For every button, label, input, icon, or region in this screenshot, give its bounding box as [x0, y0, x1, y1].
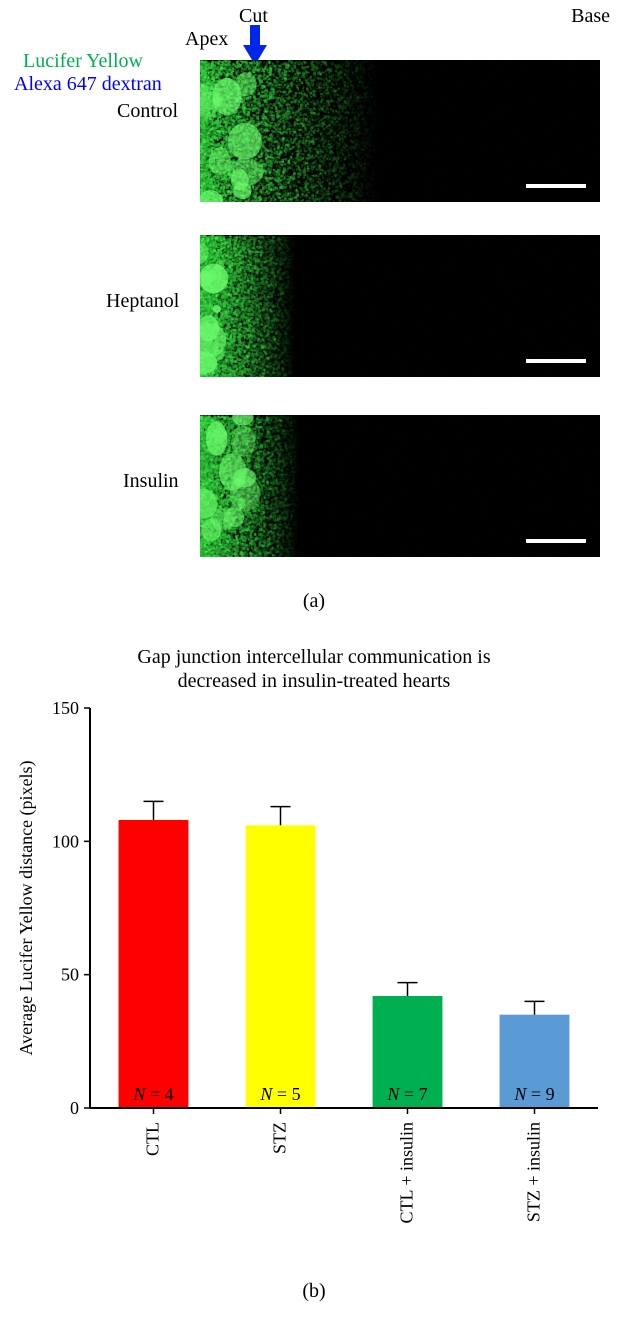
ytick-label: 100: [52, 831, 79, 851]
micrograph-heptanol: [200, 235, 600, 377]
ytick-label: 0: [70, 1098, 79, 1118]
xtick-label: CTL: [143, 1122, 163, 1156]
alexa-dextran-label: Alexa 647 dextran: [14, 73, 162, 96]
scalebar-icon: [526, 359, 586, 363]
scalebar-icon: [526, 539, 586, 543]
row-label-insulin: Insulin: [123, 470, 179, 493]
scalebar-icon: [526, 184, 586, 188]
bar: [246, 825, 316, 1108]
micrograph-insulin: [200, 415, 600, 557]
n-label: N = 4: [132, 1084, 173, 1104]
micrograph-control: [200, 60, 600, 202]
y-axis-label: Average Lucifer Yellow distance (pixels): [16, 760, 37, 1055]
cut-arrow-icon: [243, 25, 267, 65]
bar-chart: 0 50 100 150 N = 4 CTL N = 5 STZ N = 7 CTL + insu…: [10, 698, 618, 1278]
chart-title: Gap junction intercellular communication…: [10, 645, 618, 698]
panel-a: Cut Apex Base Lucifer Yellow Alexa 647 d…: [0, 0, 628, 640]
chart-title-line2: decreased in insulin-treated hearts: [10, 669, 618, 693]
xtick-label: STZ: [270, 1122, 290, 1154]
xtick-label: STZ + insulin: [524, 1122, 544, 1222]
apex-label: Apex: [185, 28, 228, 51]
row-label-control: Control: [117, 100, 178, 123]
bar: [119, 820, 189, 1108]
chart-title-line1: Gap junction intercellular communication…: [10, 645, 618, 669]
ytick-label: 50: [61, 965, 79, 985]
ytick-label: 150: [52, 698, 79, 718]
base-label: Base: [571, 5, 610, 28]
row-label-heptanol: Heptanol: [106, 290, 179, 313]
n-label: N = 5: [259, 1084, 300, 1104]
chart-area: 0 50 100 150 N = 4 CTL N = 5 STZ N = 7 CTL + insu…: [10, 698, 618, 1278]
n-label: N = 7: [386, 1084, 427, 1104]
panel-b-tag: (b): [0, 1280, 628, 1303]
xtick-label: CTL + insulin: [397, 1122, 417, 1224]
panel-b: Gap junction intercellular communication…: [10, 645, 618, 1285]
n-label: N = 9: [513, 1084, 554, 1104]
panel-a-tag: (a): [0, 590, 628, 613]
lucifer-yellow-label: Lucifer Yellow: [23, 50, 143, 73]
